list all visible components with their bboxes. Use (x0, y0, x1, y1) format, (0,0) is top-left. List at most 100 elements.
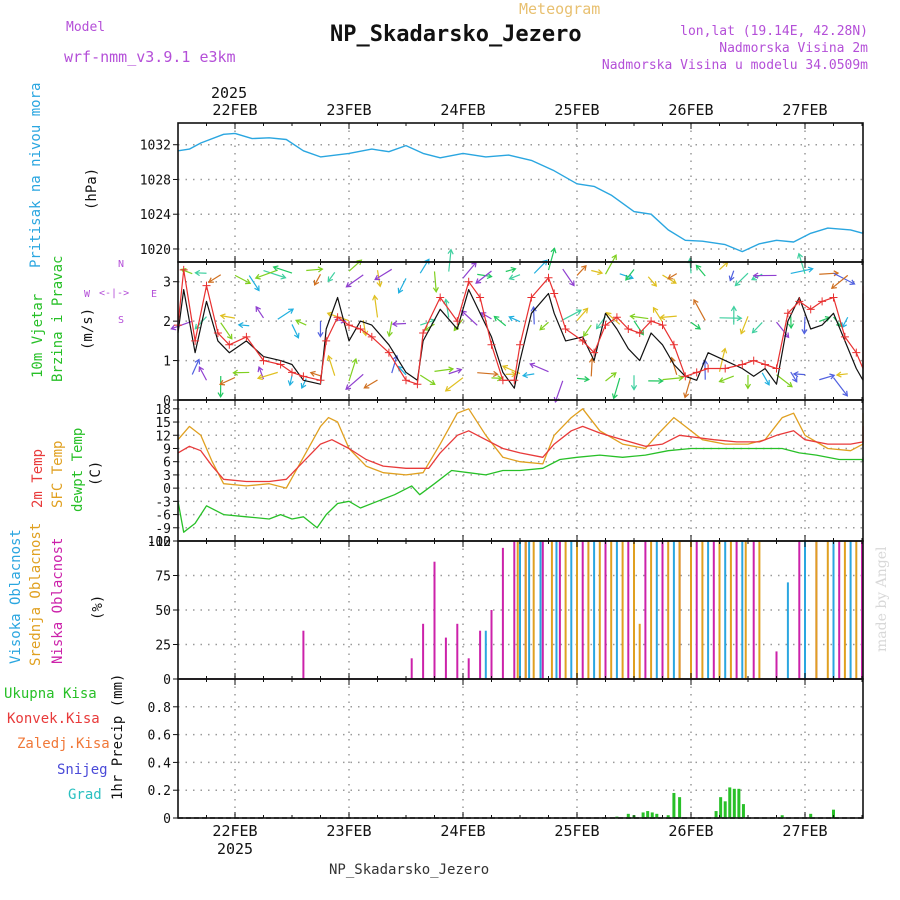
frame-layer (173, 122, 864, 819)
wind-arrow (198, 366, 208, 381)
panel-frame (177, 122, 864, 263)
wind-arrow (348, 358, 357, 382)
wind-arrowhead (237, 322, 244, 329)
wind-arrowhead (529, 362, 536, 369)
wind-arrowhead (480, 312, 487, 318)
wind-gust-marker (384, 348, 393, 357)
wind-arrow (798, 253, 806, 274)
day-label-top: 23FEB (326, 101, 371, 119)
wind-arrow (194, 316, 207, 330)
precip-legend-snow: Snijeg (57, 762, 108, 778)
wind-arrowhead (444, 385, 451, 392)
precip-legend-hail: Grad (68, 787, 102, 803)
y-tick-label: 0.6 (148, 729, 171, 744)
wind-arrowhead (693, 298, 699, 305)
wind-gust-marker (829, 293, 838, 302)
wind-gust-marker (345, 321, 353, 330)
wind-arrow (695, 265, 706, 277)
wind-arrowhead (721, 347, 728, 354)
wind-arrow (761, 372, 770, 386)
wind-arrowhead (718, 377, 725, 383)
wind-arrowhead (295, 319, 302, 325)
precip-bar (832, 809, 835, 818)
wind-gust-marker (333, 313, 342, 322)
wind-arrowhead (651, 280, 658, 287)
wind-arrow (419, 374, 436, 385)
grid-layer (178, 123, 863, 818)
wind-arrow (477, 273, 492, 278)
wind-arrowhead (595, 323, 602, 330)
wind-arrowhead (610, 372, 617, 378)
wind-arrow (734, 272, 749, 286)
wind-arrowhead (300, 382, 307, 390)
y-tick-label: 75 (155, 570, 171, 585)
wind-gust-marker (487, 340, 496, 349)
wind-gust-marker (527, 293, 536, 302)
wind-gust-marker (356, 325, 365, 334)
wind-arrowhead (695, 264, 702, 271)
wind-arrow (291, 324, 299, 339)
wind-arrow (576, 377, 589, 381)
wind-arrow (630, 315, 649, 320)
wind-gust-marker (436, 293, 445, 302)
wind-arrowhead (652, 306, 659, 313)
wind-arrow (477, 372, 498, 375)
model-elevation-text: Nadmorska Visina u modelu 34.0509m (601, 58, 868, 73)
wind-speed-line (177, 289, 864, 389)
precip-bar (780, 815, 784, 818)
day-label-bottom: 23FEB (326, 822, 371, 840)
wind-arrow (462, 261, 477, 279)
wind-arrowhead (792, 371, 799, 378)
model-label: Model (66, 20, 106, 35)
y-tick-label: -12 (148, 535, 171, 550)
wind-arrowhead (386, 331, 393, 338)
wind-arrow (481, 312, 492, 320)
wind-arrowhead (475, 278, 482, 284)
wind-arrowhead (257, 366, 264, 373)
wind-arrow (505, 268, 516, 273)
wind-arrow (562, 268, 575, 286)
y-tick-label: 1024 (140, 208, 171, 223)
wind-arrowhead (849, 279, 856, 285)
wind-arrowhead (659, 314, 666, 321)
compass-n: N (118, 259, 125, 270)
wind-arrow (833, 377, 848, 397)
wind-arrow (434, 368, 454, 372)
top-year: 2025 (211, 84, 248, 102)
wind-arrow (523, 373, 535, 377)
y-tick-label: 1020 (140, 243, 171, 258)
y-tick-label: 3 (163, 276, 171, 291)
panel-frame (177, 261, 864, 401)
wind-arrowhead (582, 307, 589, 314)
wind-arrowhead (327, 276, 334, 283)
wind-arrowhead (272, 265, 279, 272)
wind-arrowhead (317, 331, 324, 338)
wind-arrowhead (255, 305, 261, 312)
wind-arrowhead (734, 280, 741, 287)
wind-gust-marker (453, 317, 462, 326)
wind-arrow (613, 377, 621, 399)
wind-arrow (529, 363, 549, 373)
wind-gust-marker (806, 305, 815, 314)
wind-arrowhead (194, 269, 201, 277)
wind-arrowhead (581, 264, 587, 271)
wind-gust-marker (413, 380, 422, 389)
wind-gust-marker (692, 368, 701, 377)
compass-e: E (151, 289, 158, 300)
wind-arrowhead (293, 332, 300, 339)
wind-arrowhead (309, 370, 316, 377)
wind-arrowhead (511, 371, 518, 378)
wind-arrowhead (351, 357, 358, 365)
wind-gust-marker (561, 325, 570, 334)
wind-arrow (776, 321, 790, 338)
wind-arrowhead (226, 333, 233, 340)
wind-arrow (819, 272, 839, 275)
wind-arrow (554, 380, 564, 403)
wind-gust-marker (191, 336, 200, 345)
wind-arrow (684, 376, 692, 398)
wind-gust-marker (772, 364, 781, 373)
wind-arrowhead (254, 285, 260, 292)
wind-arrow (836, 373, 848, 376)
wind-arrow (374, 268, 393, 281)
